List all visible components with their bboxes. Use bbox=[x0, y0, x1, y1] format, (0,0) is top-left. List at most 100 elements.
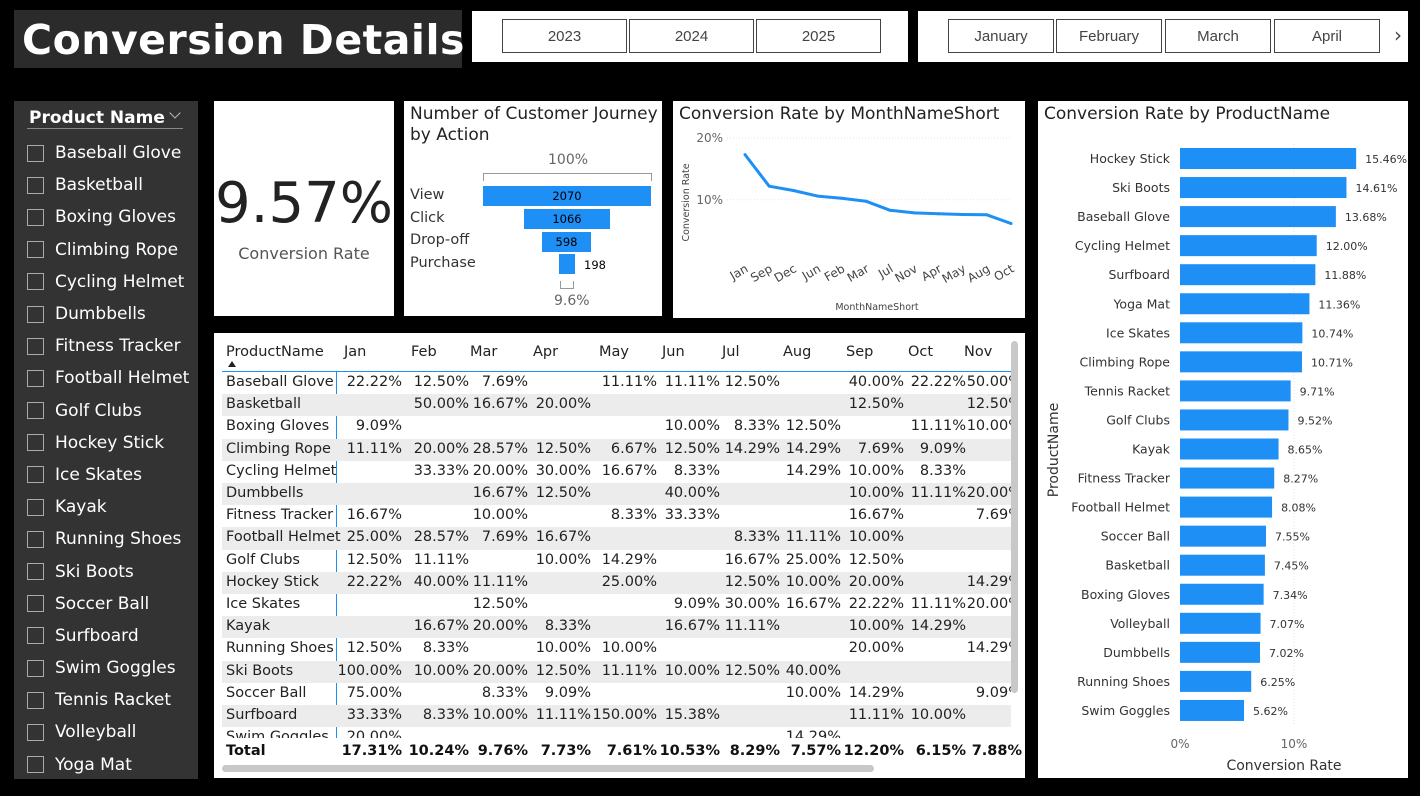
series-line bbox=[743, 153, 1012, 225]
checkbox[interactable] bbox=[27, 595, 44, 613]
column-header[interactable]: Jan bbox=[344, 344, 367, 360]
checkbox[interactable] bbox=[27, 627, 44, 645]
year-button-2023[interactable]: 2023 bbox=[502, 19, 627, 53]
table-row[interactable]: Football Helmet 25.00% 28.57% 7.69% 16.67% 8.… bbox=[222, 527, 1011, 550]
table-row[interactable]: Fitness Tracker 16.67% 10.00% 8.33% 33.33% 16… bbox=[222, 505, 1011, 527]
vertical-scrollbar[interactable] bbox=[1011, 341, 1018, 693]
checkbox[interactable] bbox=[27, 691, 44, 709]
chevron-down-icon[interactable] bbox=[169, 107, 181, 119]
checkbox[interactable] bbox=[27, 337, 44, 355]
slicer-item[interactable]: Swim Goggles bbox=[27, 652, 197, 684]
slicer-item[interactable]: Golf Clubs bbox=[27, 395, 197, 427]
table-row[interactable]: Cycling Helmet 33.33% 20.00% 30.00% 16.67% 8.… bbox=[222, 461, 1011, 483]
slicer-item[interactable]: Tennis Racket bbox=[27, 684, 197, 716]
funnel-bar-value: 598 bbox=[555, 235, 578, 249]
checkbox[interactable] bbox=[27, 434, 44, 452]
year-button-2024[interactable]: 2024 bbox=[629, 19, 754, 53]
table-cell: 12.50% bbox=[346, 551, 402, 568]
column-header[interactable]: Nov bbox=[964, 344, 993, 360]
slicer-item[interactable]: Climbing Rope bbox=[27, 234, 197, 266]
table-row[interactable]: Hockey Stick 22.22% 40.00% 11.11% 25.00% 12.5… bbox=[222, 571, 1011, 594]
slicer-item[interactable]: Cycling Helmet bbox=[27, 266, 197, 298]
slicer-item[interactable]: Football Helmet bbox=[27, 362, 197, 394]
checkbox[interactable] bbox=[27, 305, 44, 323]
checkbox[interactable] bbox=[27, 241, 44, 259]
table-cell: 11.11% bbox=[724, 618, 780, 635]
slicer-item[interactable]: Dumbbells bbox=[27, 298, 197, 330]
slicer-item[interactable]: Fitness Tracker bbox=[27, 330, 197, 362]
table-row[interactable]: Golf Clubs 12.50% 11.11% 10.00% 14.29% 16.67%… bbox=[222, 550, 1011, 572]
checkbox[interactable] bbox=[27, 563, 44, 581]
slicer-item[interactable]: Basketball bbox=[27, 169, 197, 201]
funnel-bar[interactable]: 2070 bbox=[483, 186, 651, 206]
slicer-item[interactable]: Baseball Glove bbox=[27, 137, 197, 169]
checkbox[interactable] bbox=[27, 176, 44, 194]
checkbox[interactable] bbox=[27, 659, 44, 677]
funnel-bar[interactable] bbox=[559, 254, 575, 274]
slicer-item[interactable]: Kayak bbox=[27, 491, 197, 523]
slicer-item[interactable]: Running Shoes bbox=[27, 523, 197, 555]
total-cell: 7.61% bbox=[606, 743, 657, 759]
column-header[interactable]: ProductName bbox=[226, 344, 324, 360]
table-row[interactable]: Ice Skates 12.50% 9.09% 30.00% 16.67% 22.22% 1… bbox=[222, 594, 1011, 616]
slicer-item-label: Fitness Tracker bbox=[55, 336, 181, 357]
slicer-item[interactable]: Boxing Gloves bbox=[27, 201, 197, 233]
product-slicer-header[interactable]: Product Name bbox=[27, 105, 183, 129]
column-header[interactable]: Jun bbox=[662, 344, 685, 360]
checkbox[interactable] bbox=[27, 530, 44, 548]
column-header[interactable]: Oct bbox=[908, 344, 934, 360]
table-row[interactable]: Swim Goggles 20.00% 14.29% bbox=[222, 727, 1011, 738]
table-row[interactable]: Running Shoes 12.50% 8.33% 10.00% 10.00% 20.0… bbox=[222, 638, 1011, 660]
table-row[interactable]: Surfboard 33.33% 8.33% 10.00% 11.11% 150.00% 1… bbox=[222, 705, 1011, 728]
table-row[interactable]: Kayak 16.67% 20.00% 8.33% 16.67% 11.11% 10.00%… bbox=[222, 616, 1011, 639]
matrix-rows: Baseball Glove 22.22% 12.50% 7.69% 11.11% 11.… bbox=[222, 372, 1011, 738]
table-cell: 12.50% bbox=[848, 551, 904, 568]
checkbox[interactable] bbox=[27, 723, 44, 741]
checkbox[interactable] bbox=[27, 208, 44, 226]
checkbox[interactable] bbox=[27, 273, 44, 291]
month-button-april[interactable]: April bbox=[1274, 19, 1380, 53]
checkbox[interactable] bbox=[27, 466, 44, 484]
month-button-february[interactable]: February bbox=[1056, 19, 1162, 53]
data-label: 8.27% bbox=[1283, 473, 1318, 486]
checkbox[interactable] bbox=[27, 756, 44, 774]
checkbox[interactable] bbox=[27, 498, 44, 516]
data-label: 9.52% bbox=[1297, 414, 1332, 427]
slicer-item[interactable]: Soccer Ball bbox=[27, 588, 197, 620]
table-row[interactable]: Soccer Ball 75.00% 8.33% 9.09% 10.00% 14.29% 9… bbox=[222, 683, 1011, 705]
chevron-right-icon[interactable]: › bbox=[1394, 23, 1402, 47]
column-header[interactable]: Mar bbox=[470, 344, 498, 360]
table-row[interactable]: Climbing Rope 11.11% 20.00% 28.57% 12.50% 6.6… bbox=[222, 438, 1011, 461]
column-header[interactable]: Feb bbox=[411, 344, 437, 360]
column-header[interactable]: Aug bbox=[783, 344, 812, 360]
checkbox[interactable] bbox=[27, 402, 44, 420]
month-button-january[interactable]: January bbox=[948, 19, 1054, 53]
horizontal-scrollbar[interactable] bbox=[222, 765, 874, 772]
table-cell: 7.69% bbox=[481, 529, 528, 546]
table-row[interactable]: Ski Boots 100.00% 10.00% 20.00% 12.50% 11.11%… bbox=[222, 660, 1011, 683]
slicer-item[interactable]: Hockey Stick bbox=[27, 427, 197, 459]
funnel-bar[interactable]: 1066 bbox=[524, 209, 610, 229]
checkbox[interactable] bbox=[27, 144, 44, 162]
year-button-2025[interactable]: 2025 bbox=[756, 19, 881, 53]
slicer-item-label: Baseball Glove bbox=[55, 143, 182, 164]
month-button-march[interactable]: March bbox=[1165, 19, 1271, 53]
bar bbox=[1180, 554, 1265, 576]
table-cell: 12.50% bbox=[535, 485, 591, 501]
column-header[interactable]: Sep bbox=[846, 344, 874, 360]
slicer-item[interactable]: Volleyball bbox=[27, 716, 197, 748]
table-row[interactable]: Boxing Gloves 9.09% 10.00% 8.33% 12.50% 11.11… bbox=[222, 416, 1011, 438]
sort-ascending-icon[interactable] bbox=[228, 361, 236, 367]
slicer-item[interactable]: Surfboard bbox=[27, 620, 197, 652]
slicer-item[interactable]: Ice Skates bbox=[27, 459, 197, 491]
funnel-bar[interactable]: 598 bbox=[542, 232, 591, 252]
table-row[interactable]: Basketball 50.00%16.67% 20.00% 12.50% 12.50% bbox=[222, 394, 1011, 417]
slicer-item[interactable]: Yoga Mat bbox=[27, 749, 197, 781]
slicer-item[interactable]: Ski Boots bbox=[27, 555, 197, 587]
table-row[interactable]: Dumbbells 16.67% 12.50% 40.00% 10.00% 11.11% 2… bbox=[222, 483, 1011, 506]
table-row[interactable]: Baseball Glove 22.22% 12.50% 7.69% 11.11% 11.… bbox=[222, 372, 1011, 394]
column-header[interactable]: May bbox=[599, 344, 629, 360]
column-header[interactable]: Apr bbox=[533, 344, 559, 360]
column-header[interactable]: Jul bbox=[722, 344, 740, 360]
checkbox[interactable] bbox=[27, 369, 44, 387]
